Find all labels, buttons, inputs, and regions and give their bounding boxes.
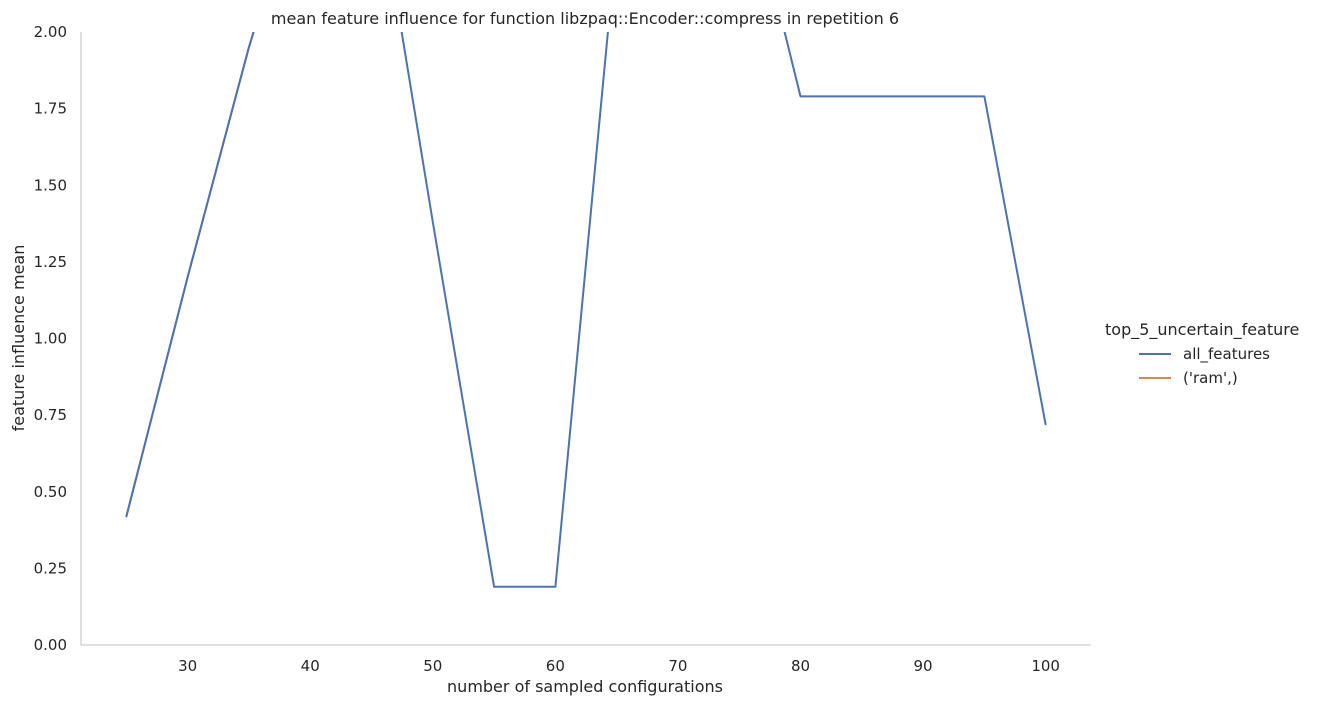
x-tick-label: 100 <box>1031 657 1060 675</box>
y-tick-label: 1.75 <box>34 100 67 118</box>
y-tick-label: 0.25 <box>34 559 67 577</box>
series-line-ram <box>125 32 255 518</box>
y-tick-label: 0.50 <box>34 483 67 501</box>
legend-entry-label: ('ram',) <box>1183 369 1238 387</box>
x-axis-label: number of sampled configurations <box>447 677 723 696</box>
x-tick-label: 90 <box>914 657 933 675</box>
y-tick-label: 1.50 <box>34 176 67 194</box>
y-tick-label: 0.00 <box>34 636 67 654</box>
y-tick-label: 2.00 <box>34 23 67 41</box>
y-axis-label: feature influence mean <box>9 245 28 432</box>
x-tick-label: 70 <box>668 657 687 675</box>
x-tick-label: 40 <box>301 657 320 675</box>
chart-title: mean feature influence for function libz… <box>271 9 899 28</box>
legend-entry-label: all_features <box>1183 345 1270 364</box>
y-tick-label: 1.25 <box>34 253 67 271</box>
y-tick-labels: 0.00 0.25 0.50 0.75 1.00 1.25 1.50 1.75 2.00 <box>34 23 67 654</box>
x-tick-label: 80 <box>791 657 810 675</box>
legend: top_5_uncertain_feature all_features ('ra… <box>1105 320 1299 387</box>
y-tick-label: 1.00 <box>34 330 67 348</box>
series-layer <box>125 32 1047 588</box>
x-tick-label: 60 <box>546 657 565 675</box>
series-line-all-features <box>125 32 1047 588</box>
x-tick-label: 50 <box>423 657 442 675</box>
y-tick-label: 0.75 <box>34 406 67 424</box>
x-tick-label: 30 <box>178 657 197 675</box>
legend-title: top_5_uncertain_feature <box>1105 320 1299 340</box>
x-tick-labels: 30 40 50 60 70 80 90 100 <box>178 657 1060 675</box>
